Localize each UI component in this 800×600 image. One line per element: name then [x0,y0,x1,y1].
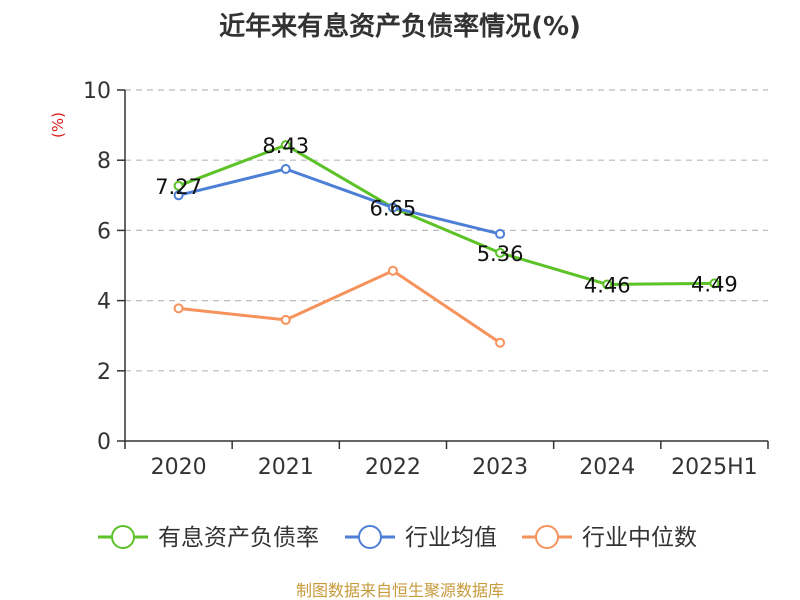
series-line-2 [178,167,501,236]
legend-marker [111,525,135,549]
y-tick-label: 10 [83,79,111,104]
y-ticks: 0 2 4 6 8 10 [83,79,125,455]
data-point [173,303,184,314]
chart-title: 近年来有息资产负债率情况(%) [219,12,581,42]
x-tick-label: 2025H1 [671,455,758,480]
data-labels: 7.27 8.43 6.65 5.36 4.46 4.49 [155,134,738,297]
data-point [387,265,398,276]
data-point [495,247,506,258]
y-tick-label: 0 [97,430,111,455]
legend-label: 行业中位数 [582,525,697,551]
data-point [280,163,291,174]
data-label: 4.49 [691,272,738,296]
legend-marker [358,525,382,549]
x-tick-label: 2022 [365,455,421,480]
data-label: 7.27 [155,175,202,199]
data-point [602,279,613,290]
data-point [173,190,184,201]
series-group [173,140,720,348]
source-note: 制图数据来自恒生聚源数据库 [296,581,504,600]
legend-label: 有息资产负债率 [158,525,319,551]
data-point [387,202,398,213]
data-point [280,314,291,325]
y-axis-label: (%) [49,112,67,138]
axes [124,90,768,442]
data-point [495,228,506,239]
y-tick-label: 8 [97,149,111,174]
data-point [709,278,720,289]
legend: 有息资产负债率 行业均值 行业中位数 [98,525,697,551]
x-tick-label: 2021 [258,455,314,480]
x-tick-label: 2024 [579,455,635,480]
series-line-3 [178,269,501,344]
y-tick-label: 2 [97,360,111,385]
data-label: 5.36 [477,242,524,266]
legend-label: 行业均值 [405,525,497,551]
x-tick-label: 2020 [151,455,207,480]
data-point [173,180,184,191]
y-tick-label: 4 [97,290,111,315]
series-line-1 [178,143,715,286]
legend-marker [535,525,559,549]
data-label: 4.46 [584,273,631,297]
data-point [495,337,506,348]
data-label: 8.43 [262,134,309,158]
x-ticks: 2020 2021 2022 2023 2024 2025H1 [124,441,769,480]
y-tick-label: 6 [97,219,111,244]
x-tick-label: 2023 [472,455,528,480]
data-label: 6.65 [370,197,417,221]
data-point [280,140,291,151]
